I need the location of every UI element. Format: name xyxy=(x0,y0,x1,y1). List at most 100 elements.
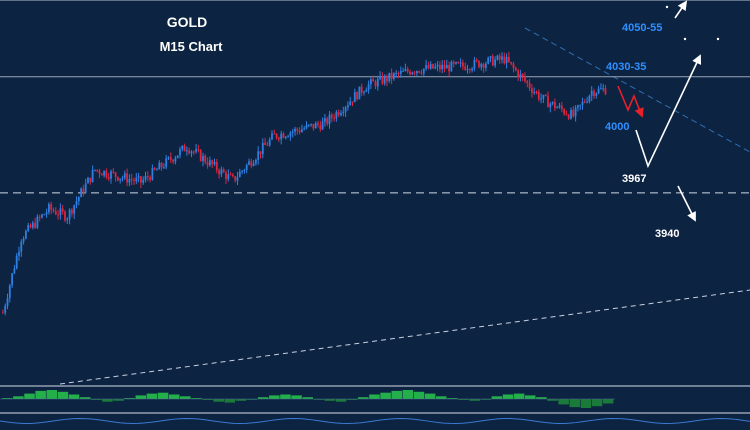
candle-body xyxy=(227,174,230,180)
candle-body xyxy=(563,109,565,114)
candle-body xyxy=(206,162,209,166)
price-levels xyxy=(0,76,750,194)
candle-body xyxy=(560,105,563,110)
candle-body xyxy=(181,145,184,150)
candle-body xyxy=(510,61,513,64)
candle-body xyxy=(372,79,375,82)
candle-body xyxy=(298,130,301,133)
candle-body xyxy=(471,68,473,71)
oscillator-bar xyxy=(269,395,280,399)
candle-body xyxy=(41,214,43,218)
oscillator-bar xyxy=(168,394,180,399)
candle-body xyxy=(565,113,568,115)
candle-body xyxy=(314,123,317,129)
candle-body xyxy=(142,179,145,183)
oscillator-bar xyxy=(280,394,291,399)
candle-body xyxy=(96,169,99,171)
candle-body xyxy=(165,158,168,168)
candle-body xyxy=(280,133,283,140)
oscillator-bar xyxy=(558,399,569,405)
candle-body xyxy=(547,95,549,108)
oscillator-bar xyxy=(458,399,469,400)
candle-body xyxy=(524,76,526,81)
candle-body xyxy=(80,188,82,198)
candle-body xyxy=(133,180,135,182)
candle-body xyxy=(390,72,393,79)
candle-body xyxy=(305,124,308,129)
candle-body xyxy=(275,133,278,138)
candle-body xyxy=(307,124,310,126)
oscillator-bar xyxy=(435,396,447,399)
oscillator-bar xyxy=(547,399,558,401)
candle-body xyxy=(257,151,260,160)
candle-body xyxy=(347,105,349,108)
oscillator-bar xyxy=(13,396,24,399)
chart-title: GOLD xyxy=(167,14,207,30)
oscillator-bar xyxy=(35,390,46,399)
candle-body xyxy=(556,107,559,109)
oscillator-bar xyxy=(146,393,158,399)
candle-body xyxy=(395,73,398,75)
bullish-target-arrow xyxy=(635,54,702,169)
candle-body xyxy=(441,64,444,70)
candle-body xyxy=(501,56,503,60)
candle-body xyxy=(294,128,296,132)
bearish-target-arrow xyxy=(677,185,696,222)
candle-body xyxy=(45,212,48,215)
oscillator-bar xyxy=(224,399,236,403)
candle-body xyxy=(273,133,276,135)
candle-body xyxy=(427,65,430,69)
candle-body xyxy=(94,169,96,171)
candle-body xyxy=(25,230,27,239)
candle-body xyxy=(215,161,218,171)
candle-body xyxy=(248,161,250,165)
oscillator-bar xyxy=(302,397,313,399)
candle-body xyxy=(496,55,499,60)
candle-body xyxy=(321,121,324,130)
candle-body xyxy=(411,72,414,75)
lower-indicator xyxy=(0,417,750,425)
oscillator-bar xyxy=(580,399,592,408)
candle-body xyxy=(29,225,32,228)
candle-body xyxy=(6,298,9,306)
trendlines xyxy=(0,0,750,385)
candle-body xyxy=(238,171,241,178)
candle-body xyxy=(13,268,16,274)
oscillator-bar xyxy=(235,399,247,401)
candle-body xyxy=(468,69,471,71)
oscillator-bar xyxy=(369,394,380,399)
oscillator-bar xyxy=(380,392,391,399)
candle-body xyxy=(199,150,202,162)
candle-body xyxy=(232,174,234,177)
candle-body xyxy=(397,73,400,75)
oscillator-bar xyxy=(413,391,425,399)
oscillator-bar xyxy=(358,397,369,399)
candle-body xyxy=(190,151,193,154)
candle-body xyxy=(567,114,570,119)
candle-body xyxy=(303,128,306,130)
candle-body xyxy=(420,72,423,74)
candle-body xyxy=(112,171,115,173)
candle-body xyxy=(376,78,379,87)
level-label-4050-55: 4050-55 xyxy=(622,22,662,34)
oscillator-histogram xyxy=(0,390,615,408)
oscillator-bar xyxy=(491,396,503,399)
candle-body xyxy=(572,109,575,117)
dot-marker xyxy=(683,37,687,41)
candle-body xyxy=(153,167,156,170)
candle-body xyxy=(519,73,522,78)
candle-body xyxy=(15,255,18,269)
candle-body xyxy=(326,118,329,125)
candle-body xyxy=(422,68,425,74)
candle-body xyxy=(475,59,478,61)
candle-body xyxy=(204,155,207,163)
candle-body xyxy=(34,222,36,228)
projection-arrows xyxy=(617,0,720,222)
candle-body xyxy=(255,159,257,164)
candle-body xyxy=(87,177,89,184)
oscillator-bar xyxy=(291,395,302,399)
candle-body xyxy=(18,251,20,256)
oscillator-bar xyxy=(402,390,414,399)
candle-body xyxy=(517,70,519,78)
